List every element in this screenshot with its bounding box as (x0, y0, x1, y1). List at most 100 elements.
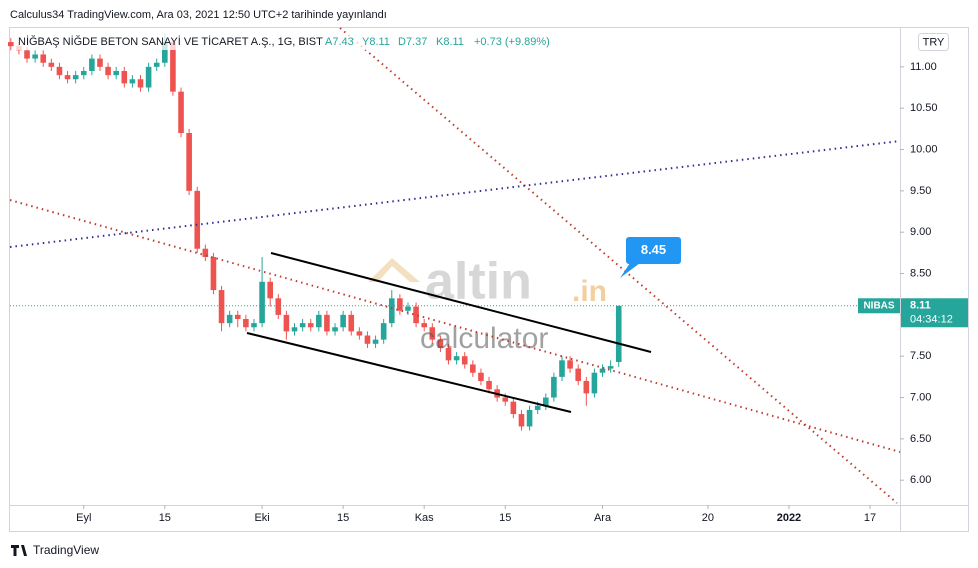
y-tick-label: 7.00 (910, 391, 931, 403)
candle-body (32, 54, 38, 59)
x-tick-label: 15 (499, 512, 511, 524)
candle-body (470, 364, 476, 373)
ohlc-low: D7.37 (398, 36, 427, 48)
candle-body (291, 327, 298, 332)
trend-line (9, 140, 901, 248)
watermark: altin .in calculator (368, 253, 607, 355)
candle-body (542, 397, 549, 406)
trend-line (9, 199, 901, 453)
candle-body (299, 323, 306, 328)
y-tick-label: 8.50 (910, 267, 931, 279)
y-tick-label: 6.50 (910, 433, 931, 445)
candle-body (64, 75, 71, 80)
ticker-label: NIBAS (863, 300, 894, 311)
candle-body (356, 331, 363, 336)
y-tick-label: 11.00 (910, 61, 937, 73)
candle-body (251, 323, 257, 328)
callout-pointer (620, 263, 640, 278)
candle-body (502, 397, 509, 402)
x-tick-label: Kas (415, 512, 434, 524)
candle-body (145, 66, 152, 88)
candle-body (275, 298, 282, 315)
change: +0.73 (+9.89%) (474, 36, 550, 48)
candle-body (121, 70, 128, 84)
callout-text: 8.45 (641, 242, 666, 257)
candle-body (307, 323, 314, 328)
candle-body (388, 298, 395, 324)
candle-body (559, 360, 565, 377)
candle-body (316, 314, 322, 328)
price-label: 8.11 (910, 300, 931, 312)
ohlc-close: K8.11 (436, 36, 464, 48)
candle-body (380, 323, 387, 340)
candle-body (129, 79, 136, 84)
y-tick-label: 10.00 (910, 143, 938, 155)
candle-body (348, 314, 355, 332)
candle-body (437, 339, 444, 348)
y-tick-label: 6.00 (910, 474, 931, 486)
candle-body (421, 323, 427, 328)
candle-body (162, 42, 168, 63)
candle-body (24, 50, 30, 59)
candle-body (186, 132, 192, 191)
candle-body (583, 380, 590, 394)
candle-body (8, 42, 14, 47)
candle-body (461, 356, 468, 365)
candle-body (405, 306, 411, 311)
x-tick-label: 15 (337, 512, 349, 524)
price-box (901, 298, 968, 328)
candle-body (518, 414, 525, 427)
candle-body (218, 290, 225, 324)
x-tick-label: Eki (254, 512, 269, 524)
candle-body (137, 79, 144, 88)
candle-body (510, 401, 517, 415)
channel-line (270, 252, 652, 353)
candle-body (453, 356, 460, 361)
candle-body (194, 190, 201, 249)
candle-body (283, 314, 290, 332)
legend: NİĞBAŞ NİĞDE BETON SANAYİ VE TİCARET A.Ş… (14, 33, 550, 50)
x-tick-label: 17 (864, 512, 876, 524)
watermark-sub: calculator (420, 322, 548, 355)
watermark-name: altin (425, 253, 532, 311)
candle-body (478, 372, 484, 381)
x-tick-label: 2022 (777, 512, 801, 524)
trend-line (339, 27, 898, 504)
currency-button[interactable] (918, 33, 949, 51)
symbol-name: NİĞBAŞ NİĞDE BETON SANAYİ VE TİCARET A.Ş… (18, 35, 323, 48)
ohlc-high: Y8.11 (362, 36, 390, 48)
currency: TRY (923, 36, 945, 48)
candle-body (397, 298, 403, 311)
candle-body (575, 368, 582, 381)
candle-body (105, 66, 111, 76)
candle-body (89, 58, 95, 71)
candle-body (234, 314, 241, 319)
drawings (9, 27, 901, 504)
candle-body (153, 62, 160, 67)
candle-body (429, 327, 436, 340)
candle-body (364, 335, 371, 344)
watermark-suffix: .in (572, 275, 607, 308)
published-note: Calculus34 TradingView.com, Ara 03, 2021… (10, 9, 387, 21)
watermark-logo (368, 258, 420, 282)
frame (9, 27, 969, 532)
candle-body (340, 314, 346, 328)
candle-body (170, 42, 176, 92)
candle-body (615, 305, 622, 362)
candle-body (591, 372, 598, 394)
candle-body (97, 58, 103, 67)
callout-box (626, 237, 681, 264)
candle-body (259, 281, 265, 324)
candle-body (551, 376, 557, 398)
candle-body (56, 66, 63, 76)
candle-body (413, 306, 419, 324)
countdown-label: 04:34:12 (910, 314, 953, 326)
candle-body (534, 405, 541, 410)
candle-body (445, 347, 452, 361)
candle-body (267, 281, 273, 299)
candle-body (526, 409, 533, 427)
y-tick-label: 7.50 (910, 350, 931, 362)
candle-body (113, 70, 119, 76)
brand: TradingView (11, 543, 99, 557)
